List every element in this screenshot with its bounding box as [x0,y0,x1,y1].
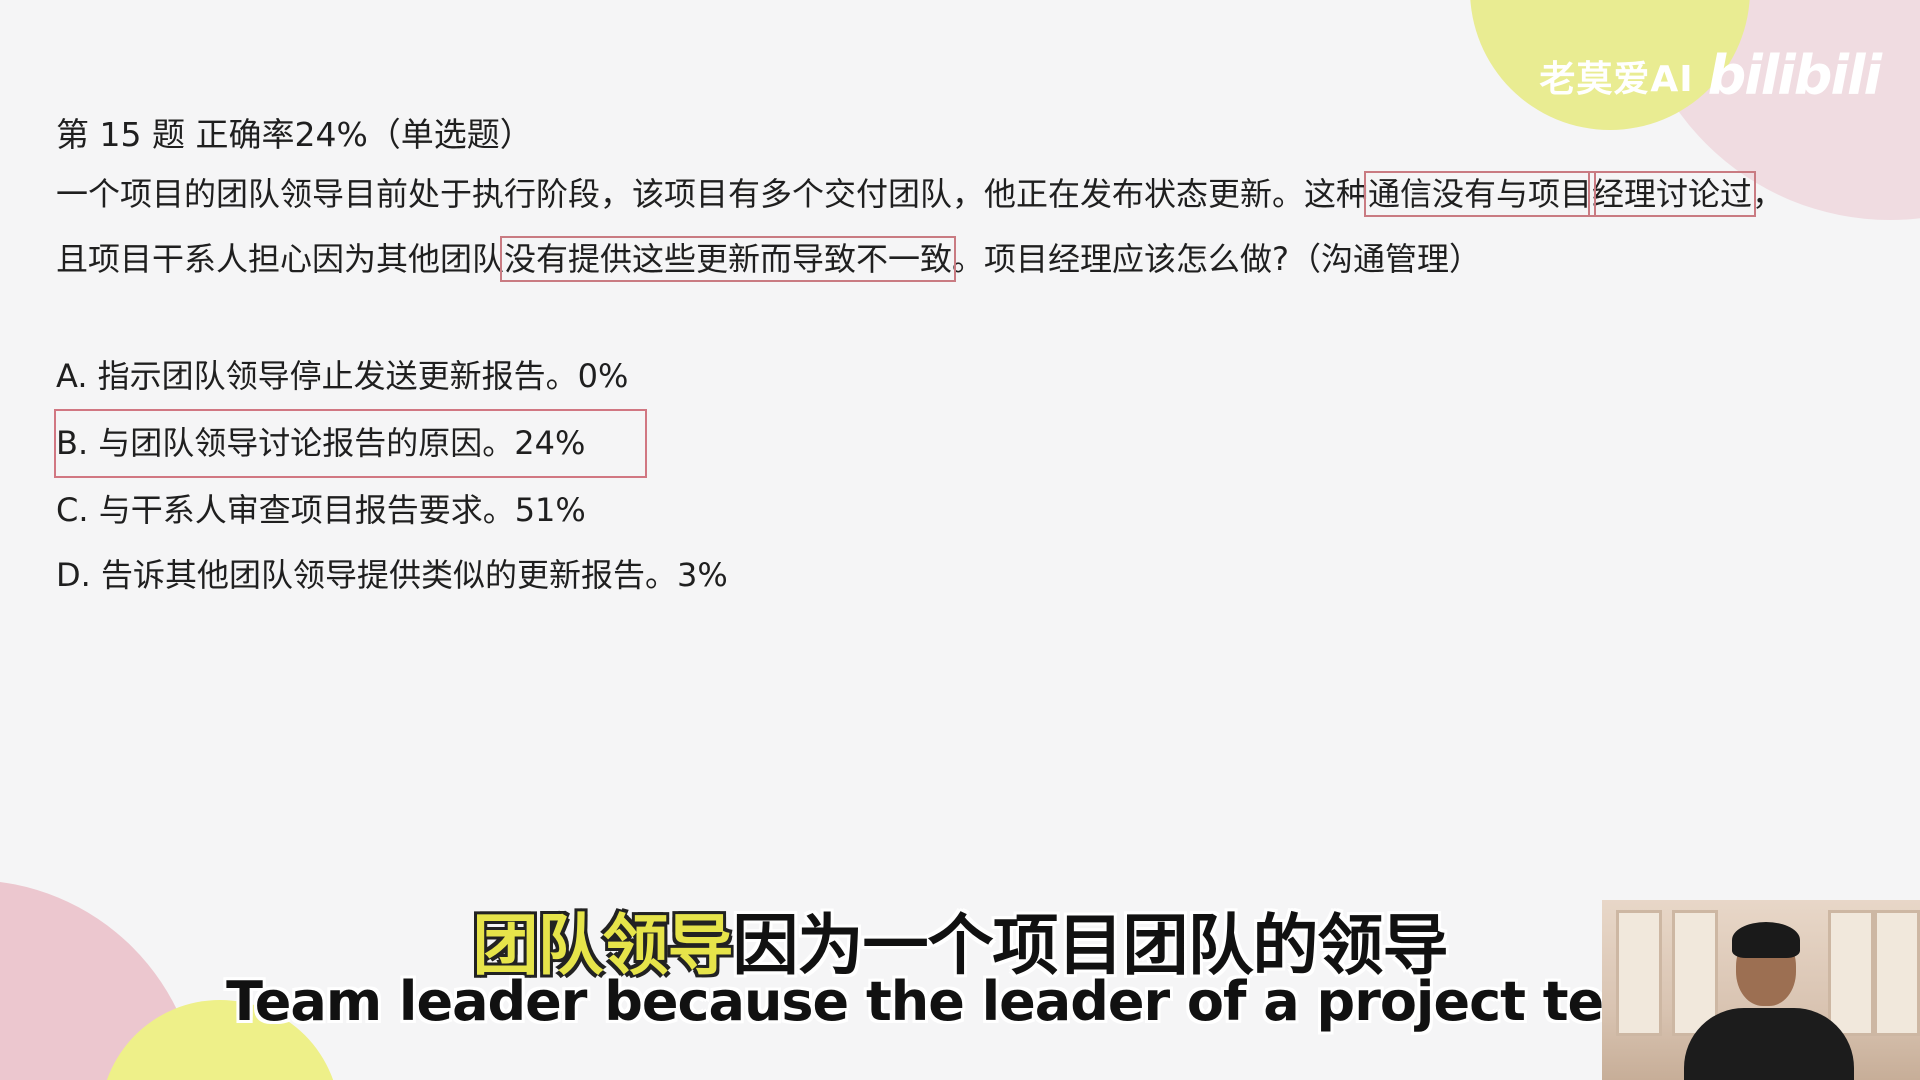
option-d[interactable]: D. 告诉其他团队领导提供类似的更新报告。3% [56,556,728,594]
presenter-body [1684,1008,1854,1080]
subtitle-chinese: 团队领导因为一个项目团队的领导 [0,892,1920,988]
highlight-box: 经理讨论过 [1588,171,1757,217]
presenter-hair [1732,922,1800,958]
highlight-box: 通信没有与项目 [1364,171,1597,217]
option-a[interactable]: A. 指示团队领导停止发送更新报告。0% [56,357,629,395]
window-decor [1616,910,1662,1036]
option-b-selected[interactable]: B. 与团队领导讨论报告的原因。24% [54,409,648,478]
presenter-webcam [1602,900,1920,1080]
subtitle-rest: 因为一个项目团队的领导 [732,907,1449,984]
window-decor [1874,910,1920,1036]
subtitle-highlight: 团队领导 [472,907,734,984]
window-decor [1672,910,1718,1036]
bilibili-logo-icon: bilibili [1707,44,1882,107]
question-header: 第 15 题 正确率24%（单选题） [56,115,533,154]
question-text-part: 。项目经理应该怎么做?（沟通管理） [952,240,1482,278]
question-text: 一个项目的团队领导目前处于执行阶段，该项目有多个交付团队，他正在发布状态更新。这… [56,162,1796,292]
question-text-part: 一个项目的团队领导目前处于执行阶段，该项目有多个交付团队，他正在发布状态更新。这… [56,175,1369,213]
window-decor [1828,910,1874,1036]
question-panel: 第 15 题 正确率24%（单选题） 一个项目的团队领导目前处于执行阶段，该项目… [54,108,1796,608]
subtitle-english: Team leader because the leader of a proj… [226,970,1695,1033]
option-c[interactable]: C. 与干系人审查项目报告要求。51% [56,491,586,529]
question-text-part: ，且项目干系人担心因为其他团队 [56,175,1785,278]
highlight-box: 没有提供这些更新而导致不一致 [500,236,957,282]
channel-name: 老莫爱AI [1539,58,1694,100]
channel-watermark: 老莫爱AI bilibili [1539,44,1882,107]
answer-options: A. 指示团队领导停止发送更新报告。0% B. 与团队领导讨论报告的原因。24%… [54,344,1796,608]
